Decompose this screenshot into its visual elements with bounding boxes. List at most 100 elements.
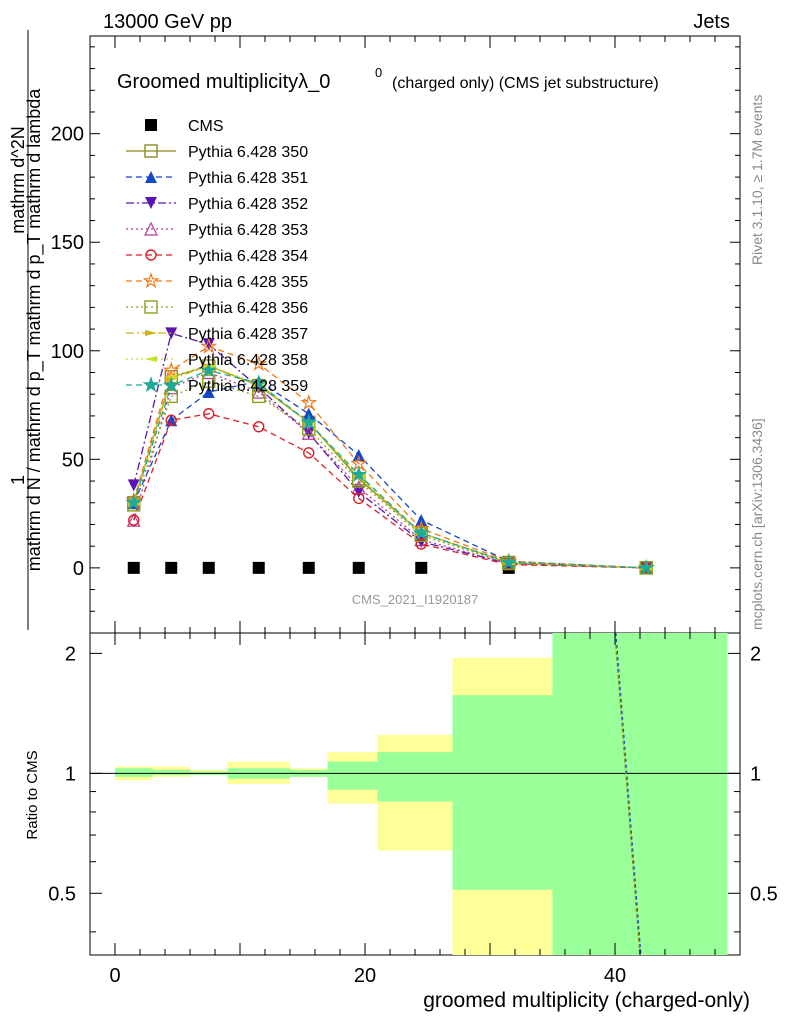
series-line bbox=[133, 369, 647, 569]
data-point bbox=[415, 538, 427, 550]
mcplots-label: mcplots.cern.ch [arXiv:1306.3436] bbox=[749, 418, 765, 630]
main-ylabel: 1 mathrm d N / mathrm d p_T mathrm d p_T… bbox=[8, 30, 45, 630]
legend-entry: Pythia 6.428 351 bbox=[126, 170, 308, 187]
legend-entry: CMS bbox=[145, 118, 224, 135]
data-point bbox=[200, 361, 218, 378]
ratio-band-inner bbox=[377, 752, 453, 802]
main-ytick-label: 0 bbox=[73, 558, 84, 580]
main-ytick-label: 200 bbox=[51, 124, 84, 146]
legend-marker bbox=[145, 356, 157, 362]
ylabel-derivative: mathrm d^2N bbox=[8, 126, 28, 233]
data-point bbox=[202, 338, 215, 351]
data-point bbox=[253, 421, 265, 433]
legend-marker bbox=[144, 300, 158, 314]
legend-label: Pythia 6.428 356 bbox=[188, 300, 308, 317]
data-point bbox=[352, 561, 365, 574]
ratio-ytick-label-right: 0.5 bbox=[750, 883, 778, 905]
data-point bbox=[302, 561, 315, 574]
header-left: 13000 GeV pp bbox=[103, 11, 232, 33]
legend-entry: Pythia 6.428 352 bbox=[126, 196, 308, 213]
data-point bbox=[300, 393, 318, 411]
data-point bbox=[252, 389, 266, 404]
legend-entry: Pythia 6.428 350 bbox=[126, 144, 308, 161]
data-point bbox=[127, 561, 140, 574]
legend-label: Pythia 6.428 359 bbox=[188, 378, 308, 395]
data-point bbox=[165, 414, 178, 427]
data-point bbox=[352, 485, 365, 498]
legend-label: Pythia 6.428 357 bbox=[188, 326, 308, 343]
ratio-ytick-label-right: 1 bbox=[750, 763, 761, 785]
legend-entry: Pythia 6.428 355 bbox=[126, 272, 308, 291]
legend-marker bbox=[145, 119, 157, 131]
axes: 0 50 100 150 200 0 20 40 0.5 0.5 1 1 2 2 bbox=[48, 36, 778, 987]
ratio-xtick-label: 20 bbox=[354, 965, 376, 987]
data-point bbox=[303, 447, 315, 459]
data-point bbox=[203, 408, 215, 420]
header-right: Jets bbox=[693, 11, 730, 33]
legend-marker bbox=[142, 272, 160, 289]
title-superscript: 0 bbox=[375, 65, 382, 80]
ratio-ylabel: Ratio to CMS bbox=[24, 750, 41, 839]
data-point bbox=[128, 514, 140, 526]
legend-label: Pythia 6.428 350 bbox=[188, 144, 308, 161]
ratio-band-inner bbox=[152, 769, 190, 776]
legend-marker bbox=[145, 197, 157, 209]
data-point bbox=[165, 561, 178, 574]
main-series bbox=[125, 327, 655, 576]
ratio-band-inner bbox=[327, 761, 378, 790]
legend-label: Pythia 6.428 352 bbox=[188, 196, 308, 213]
data-point bbox=[637, 558, 655, 576]
data-point bbox=[162, 361, 180, 378]
ratio-band-inner bbox=[452, 695, 553, 890]
series-line bbox=[133, 413, 647, 569]
series-line bbox=[133, 332, 647, 569]
data-point bbox=[126, 512, 141, 527]
data-point bbox=[252, 561, 265, 574]
series-pythia-6-428-354 bbox=[128, 408, 652, 574]
title-main: Groomed multiplicityλ_0 bbox=[117, 71, 330, 93]
ratio-bands bbox=[90, 632, 740, 956]
watermark: CMS_2021_I1920187 bbox=[352, 592, 479, 607]
data-point bbox=[200, 337, 218, 354]
main-ytick-label: 50 bbox=[62, 449, 84, 471]
title-subtitle: (charged only) (CMS jet substructure) bbox=[392, 75, 659, 92]
data-point bbox=[202, 386, 215, 399]
legend-entry: Pythia 6.428 354 bbox=[126, 248, 308, 265]
legend-label: Pythia 6.428 355 bbox=[188, 274, 308, 291]
legend-entry: Pythia 6.428 353 bbox=[126, 221, 308, 239]
rivet-label: Rivet 3.1.10, ≥ 1.7M events bbox=[749, 95, 765, 265]
ratio-ytick-label-right: 2 bbox=[750, 643, 761, 665]
data-point bbox=[165, 327, 178, 340]
data-point bbox=[412, 524, 430, 541]
legend-marker bbox=[144, 221, 158, 236]
ylabel-numerator: 1 bbox=[8, 475, 28, 485]
ratio-band-inner bbox=[552, 633, 728, 955]
legend: CMS Pythia 6.428 350 Pythia 6.428 351 Pythi… bbox=[126, 118, 308, 395]
legend-entry: Pythia 6.428 358 bbox=[126, 352, 308, 369]
data-point bbox=[300, 413, 318, 430]
data-point bbox=[127, 479, 140, 492]
legend-label: Pythia 6.428 354 bbox=[188, 248, 308, 265]
ratio-xtick-label: 40 bbox=[604, 965, 626, 987]
main-ytick-label: 100 bbox=[51, 341, 84, 363]
data-point bbox=[250, 354, 268, 372]
ratio-ytick-label: 0.5 bbox=[48, 883, 76, 905]
legend-marker bbox=[144, 144, 158, 158]
data-point bbox=[415, 561, 428, 574]
legend-marker bbox=[145, 330, 157, 336]
main-ytick-label: 150 bbox=[51, 232, 84, 254]
legend-label: CMS bbox=[188, 118, 224, 135]
series-pythia-6-428-356 bbox=[127, 374, 653, 575]
legend-marker bbox=[142, 376, 160, 393]
legend-entry: Pythia 6.428 356 bbox=[126, 300, 308, 317]
legend-entry: Pythia 6.428 357 bbox=[126, 326, 308, 343]
data-point bbox=[202, 374, 216, 388]
data-point bbox=[500, 553, 518, 570]
data-point bbox=[251, 384, 266, 399]
x-axis-label: groomed multiplicity (charged-only) bbox=[423, 989, 750, 1012]
ylabel-denominator: mathrm d N / mathrm d p_T mathrm d p_T m… bbox=[24, 88, 45, 571]
legend-entry: Pythia 6.428 359 bbox=[126, 376, 308, 395]
ratio-ytick-label: 2 bbox=[65, 643, 76, 665]
plot-title: Groomed multiplicityλ_0 0 (charged only)… bbox=[117, 65, 659, 93]
